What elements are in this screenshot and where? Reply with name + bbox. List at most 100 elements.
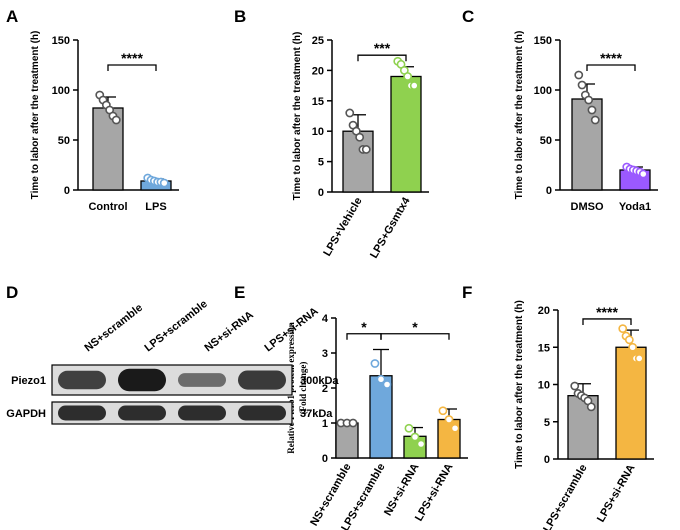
data-point <box>376 374 386 384</box>
y-tick-label: 25 <box>312 35 324 47</box>
data-point <box>111 115 121 125</box>
x-tick-label: LPS+si-RNA <box>595 462 638 524</box>
y-tick-label: 0 <box>322 453 328 465</box>
y-tick-label: 5 <box>544 417 550 429</box>
y-axis-label: Time to labor after the treatment (h) <box>514 31 525 200</box>
significance-label: **** <box>121 50 143 66</box>
panel-label-b: B <box>234 7 246 26</box>
x-tick-label: LPS <box>145 201 166 213</box>
significance-bracket <box>357 54 407 62</box>
bar <box>335 422 359 459</box>
y-tick-label: 50 <box>540 135 552 147</box>
significance-bracket <box>586 64 636 71</box>
data-point <box>159 178 169 188</box>
data-point <box>409 81 419 90</box>
significance-label: **** <box>596 304 618 320</box>
bar <box>615 346 647 460</box>
y-tick-label: 20 <box>312 65 324 77</box>
data-point <box>410 432 420 442</box>
data-point <box>416 439 426 449</box>
blot-band <box>118 368 166 392</box>
y-tick-label: 100 <box>534 85 552 97</box>
y-tick-label: 15 <box>538 342 550 354</box>
blot-size-label: 37kDa <box>300 408 333 420</box>
y-tick-label: 0 <box>546 185 552 197</box>
y-tick-label: 10 <box>312 126 324 138</box>
significance-bracket <box>107 64 157 71</box>
data-point <box>438 406 448 416</box>
data-point <box>638 169 648 179</box>
data-point <box>574 70 584 80</box>
y-tick-label: 0 <box>64 185 70 197</box>
y-axis-label: Time to labor after the treatment (h) <box>292 32 303 201</box>
blot-band <box>238 405 286 421</box>
x-tick-label: Yoda1 <box>619 201 651 213</box>
blot-band <box>58 370 106 390</box>
data-point <box>628 342 638 352</box>
data-point <box>355 132 365 142</box>
data-point <box>370 359 380 368</box>
bar <box>390 75 422 193</box>
data-point <box>584 95 594 105</box>
panel-label-e: E <box>234 283 245 302</box>
y-tick-label: 3 <box>322 348 328 360</box>
data-point <box>634 354 644 363</box>
y-axis-label-line2: (Fold change) <box>298 362 308 415</box>
blot-lane-label: LPS+scramble <box>142 298 209 354</box>
bar <box>571 98 603 191</box>
significance-label: * <box>412 319 418 335</box>
y-tick-label: 150 <box>534 35 552 47</box>
blot-band <box>118 405 166 421</box>
data-point <box>618 324 628 334</box>
x-tick-label: LPS+scramble <box>541 463 589 530</box>
chart-panel-a: 0 50 100 150 Time to labor after the treatme… <box>30 31 179 213</box>
y-tick-label: 5 <box>318 157 324 169</box>
blot-band <box>178 405 226 421</box>
y-tick-label: 50 <box>58 135 70 147</box>
data-point <box>587 105 597 115</box>
blot-size-label: 300kDa <box>300 375 339 387</box>
significance-label: *** <box>374 40 391 56</box>
y-tick-label: 20 <box>538 305 550 317</box>
y-tick-label: 1 <box>322 418 328 430</box>
y-tick-label: 100 <box>52 85 70 97</box>
data-point <box>577 80 587 90</box>
data-point <box>444 415 454 424</box>
chart-panel-b: 0 5 10 15 20 25 Time to labor after the treatm… <box>292 32 429 261</box>
y-tick-label: 150 <box>52 35 70 47</box>
data-point <box>348 418 358 428</box>
y-tick-label: 2 <box>322 383 328 395</box>
panel-label-d: D <box>6 283 18 302</box>
blot-band <box>238 370 286 390</box>
y-axis-label: Time to labor after the treatment (h) <box>514 300 525 469</box>
panel-label-a: A <box>6 7 18 26</box>
blot-band <box>58 405 106 421</box>
panel-label-f: F <box>462 283 472 302</box>
data-point <box>361 145 371 154</box>
blot-band <box>178 373 226 387</box>
significance-bracket <box>582 318 632 325</box>
blot-lane-label: NS+scramble <box>82 302 145 355</box>
data-point <box>570 381 580 391</box>
data-point <box>450 423 460 433</box>
x-tick-label: LPS+Vehicle <box>321 196 364 259</box>
blot-protein-label: GAPDH <box>6 408 46 420</box>
significance-bracket <box>380 333 450 340</box>
blot-lane-label: NS+si-RNA <box>202 309 255 354</box>
y-axis-label: Time to labor after the treatment (h) <box>30 31 41 200</box>
x-tick-label: NS+si-RNA <box>382 461 422 518</box>
panel-label-c: C <box>462 7 474 26</box>
data-point <box>404 423 414 433</box>
data-point <box>590 115 600 125</box>
y-tick-label: 10 <box>538 380 550 392</box>
data-point <box>624 335 634 345</box>
blot-strip <box>51 401 293 425</box>
data-point <box>345 108 355 118</box>
y-tick-label: 0 <box>318 187 324 199</box>
y-tick-label: 0 <box>544 454 550 466</box>
x-tick-label: DMSO <box>571 201 604 213</box>
chart-panel-f: 0 5 10 15 20 Time to labor after the treatmen… <box>514 300 654 530</box>
significance-label: * <box>361 319 367 335</box>
